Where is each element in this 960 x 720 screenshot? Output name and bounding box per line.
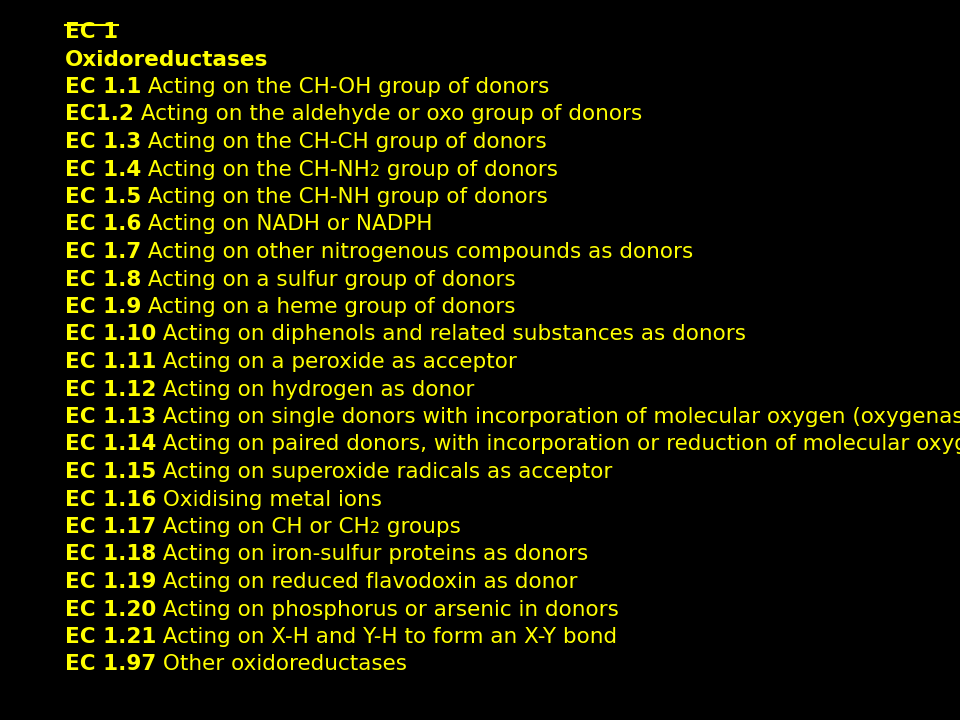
Text: Acting on diphenols and related substances as donors: Acting on diphenols and related substanc… <box>156 325 746 344</box>
Text: Acting on phosphorus or arsenic in donors: Acting on phosphorus or arsenic in donor… <box>156 600 619 619</box>
Text: Acting on the CH-NH group of donors: Acting on the CH-NH group of donors <box>141 187 548 207</box>
Text: Acting on the CH-NH: Acting on the CH-NH <box>141 160 371 179</box>
Text: Other oxidoreductases: Other oxidoreductases <box>156 654 407 675</box>
Text: Acting on single donors with incorporation of molecular oxygen (oxygenases): Acting on single donors with incorporati… <box>156 407 960 427</box>
Text: EC 1.18: EC 1.18 <box>65 544 156 564</box>
Text: Acting on the CH-OH group of donors: Acting on the CH-OH group of donors <box>141 77 550 97</box>
Text: EC 1.15: EC 1.15 <box>65 462 156 482</box>
Text: EC 1.6: EC 1.6 <box>65 215 141 235</box>
Text: Acting on the aldehyde or oxo group of donors: Acting on the aldehyde or oxo group of d… <box>133 104 642 125</box>
Text: groups: groups <box>380 517 461 537</box>
Text: EC 1.19: EC 1.19 <box>65 572 156 592</box>
Text: EC 1.12: EC 1.12 <box>65 379 156 400</box>
Text: EC 1.14: EC 1.14 <box>65 434 156 454</box>
Text: EC 1.8: EC 1.8 <box>65 269 141 289</box>
Text: Acting on a heme group of donors: Acting on a heme group of donors <box>141 297 516 317</box>
Text: group of donors: group of donors <box>380 160 559 179</box>
Text: EC1.2: EC1.2 <box>65 104 133 125</box>
Text: Acting on reduced flavodoxin as donor: Acting on reduced flavodoxin as donor <box>156 572 578 592</box>
Text: Acting on the CH-CH group of donors: Acting on the CH-CH group of donors <box>141 132 547 152</box>
Text: Acting on hydrogen as donor: Acting on hydrogen as donor <box>156 379 475 400</box>
Text: 2: 2 <box>371 163 380 179</box>
Text: Acting on a sulfur group of donors: Acting on a sulfur group of donors <box>141 269 516 289</box>
Text: EC 1.97: EC 1.97 <box>65 654 156 675</box>
Text: EC 1.9: EC 1.9 <box>65 297 141 317</box>
Text: Acting on superoxide radicals as acceptor: Acting on superoxide radicals as accepto… <box>156 462 612 482</box>
Text: EC 1.11: EC 1.11 <box>65 352 156 372</box>
Text: EC 1.13: EC 1.13 <box>65 407 156 427</box>
Text: EC 1.1: EC 1.1 <box>65 77 141 97</box>
Text: EC 1.3: EC 1.3 <box>65 132 141 152</box>
Text: Acting on CH or CH: Acting on CH or CH <box>156 517 370 537</box>
Text: Acting on a peroxide as acceptor: Acting on a peroxide as acceptor <box>156 352 517 372</box>
Text: Acting on NADH or NADPH: Acting on NADH or NADPH <box>141 215 433 235</box>
Text: Oxidising metal ions: Oxidising metal ions <box>156 490 382 510</box>
Text: 2: 2 <box>370 521 380 536</box>
Text: Oxidoreductases: Oxidoreductases <box>65 50 269 70</box>
Text: Acting on X-H and Y-H to form an X-Y bond: Acting on X-H and Y-H to form an X-Y bon… <box>156 627 617 647</box>
Text: Acting on paired donors, with incorporation or reduction of molecular oxygen: Acting on paired donors, with incorporat… <box>156 434 960 454</box>
Text: EC 1.21: EC 1.21 <box>65 627 156 647</box>
Text: Acting on iron-sulfur proteins as donors: Acting on iron-sulfur proteins as donors <box>156 544 588 564</box>
Text: EC 1.20: EC 1.20 <box>65 600 156 619</box>
Text: EC 1.16: EC 1.16 <box>65 490 156 510</box>
Text: Acting on other nitrogenous compounds as donors: Acting on other nitrogenous compounds as… <box>141 242 693 262</box>
Text: EC 1.10: EC 1.10 <box>65 325 156 344</box>
Text: EC 1: EC 1 <box>65 22 118 42</box>
Text: EC 1.4: EC 1.4 <box>65 160 141 179</box>
Text: EC 1.7: EC 1.7 <box>65 242 141 262</box>
Text: EC 1.5: EC 1.5 <box>65 187 141 207</box>
Text: EC 1.17: EC 1.17 <box>65 517 156 537</box>
